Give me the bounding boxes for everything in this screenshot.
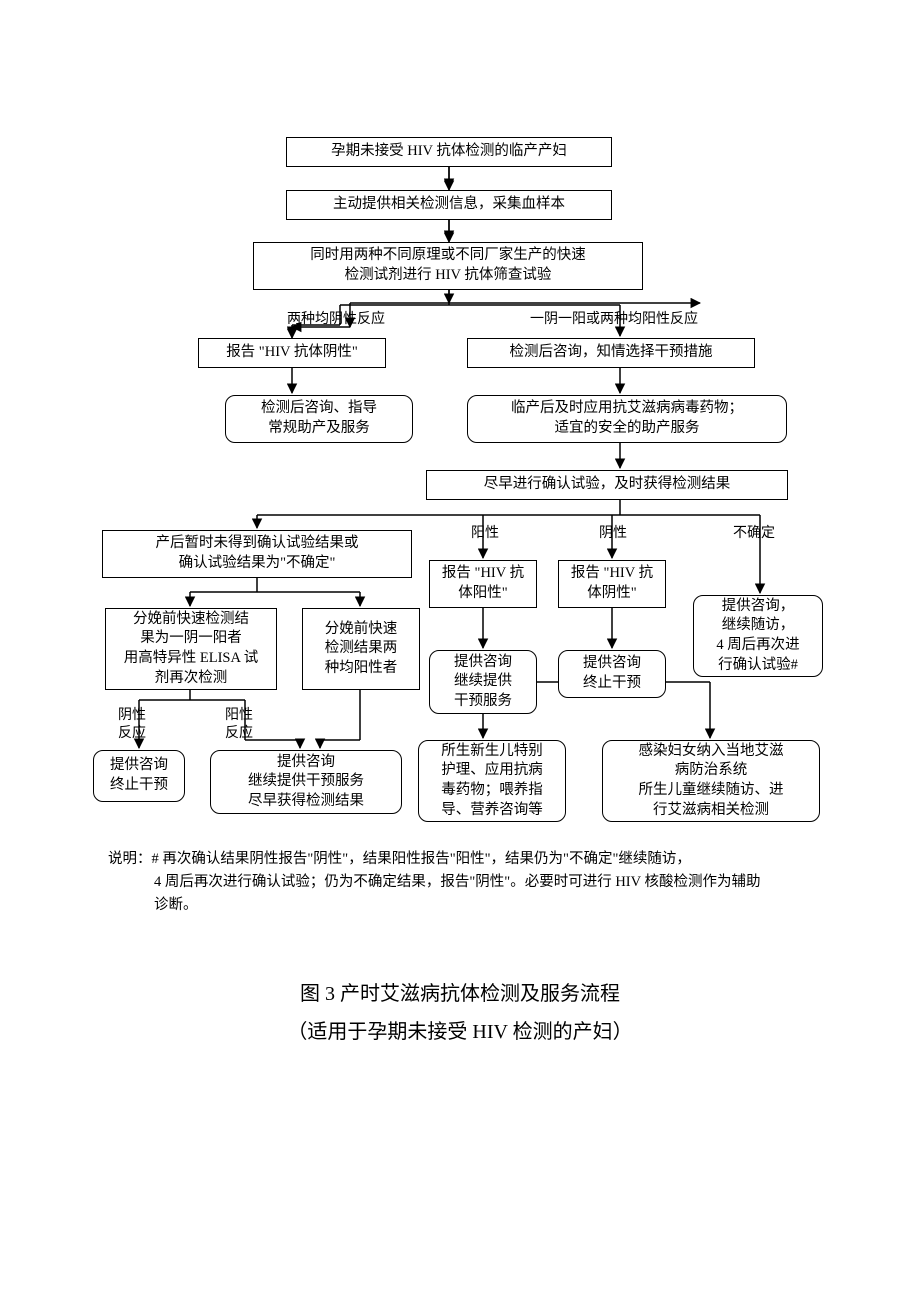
node-n8-text: 尽早进行确认试验，及时获得检测结果 xyxy=(484,475,731,495)
node-n13: 提供咨询继续提供干预服务尽早获得检测结果 xyxy=(210,750,402,814)
node-n1-text: 孕期未接受 HIV 抗体检测的临产产妇 xyxy=(331,142,567,162)
node-n12: 提供咨询终止干预 xyxy=(93,750,185,802)
node-n4-text: 报告 "HIV 抗体阴性" xyxy=(226,343,358,363)
node-n1: 孕期未接受 HIV 抗体检测的临产产妇 xyxy=(286,137,612,167)
footnote-line1: 说明：# 再次确认结果阴性报告"阴性"，结果阳性报告"阳性"，结果仍为"不确定"… xyxy=(108,848,828,871)
node-n5-text: 检测后咨询、指导常规助产及服务 xyxy=(261,399,377,438)
node-n16: 提供咨询，继续随访，4 周后再次进行确认试验# xyxy=(693,595,823,677)
footnote-line3: 诊断。 xyxy=(108,894,828,917)
caption-line2: （适用于孕期未接受 HIV 检测的产妇） xyxy=(0,1013,920,1051)
node-n10-text: 分娩前快速检测结果为一阴一阳者用高特异性 ELISA 试剂再次检测 xyxy=(124,610,259,688)
edge-label-e4: 阴性 xyxy=(599,525,627,543)
caption-line1: 图 3 产时艾滋病抗体检测及服务流程 xyxy=(0,975,920,1013)
figure-caption: 图 3 产时艾滋病抗体检测及服务流程 （适用于孕期未接受 HIV 检测的产妇） xyxy=(0,975,920,1051)
node-n4: 报告 "HIV 抗体阴性" xyxy=(198,338,386,368)
node-n17: 提供咨询继续提供干预服务 xyxy=(429,650,537,714)
node-n8: 尽早进行确认试验，及时获得检测结果 xyxy=(426,470,788,500)
node-n17-text: 提供咨询继续提供干预服务 xyxy=(454,653,512,712)
node-n2: 主动提供相关检测信息，采集血样本 xyxy=(286,190,612,220)
edge-label-e6: 阴性反应 xyxy=(118,707,146,743)
edge-label-e5: 不确定 xyxy=(733,525,775,543)
footnote: 说明：# 再次确认结果阴性报告"阴性"，结果阳性报告"阳性"，结果仍为"不确定"… xyxy=(108,848,828,918)
node-n19: 所生新生儿特别护理、应用抗病毒药物；喂养指导、营养咨询等 xyxy=(418,740,566,822)
edge-label-e1: 两种均阴性反应 xyxy=(287,311,385,329)
edge-label-e3: 阳性 xyxy=(471,525,499,543)
node-n16-text: 提供咨询，继续随访，4 周后再次进行确认试验# xyxy=(716,597,799,675)
footnote-line2: 4 周后再次进行确认试验；仍为不确定结果，报告"阴性"。必要时可进行 HIV 核… xyxy=(108,871,828,894)
node-n15: 报告 "HIV 抗体阴性" xyxy=(558,560,666,608)
node-n3-text: 同时用两种不同原理或不同厂家生产的快速检测试剂进行 HIV 抗体筛查试验 xyxy=(310,246,586,285)
edge-label-e2: 一阴一阳或两种均阳性反应 xyxy=(530,311,698,329)
node-n20: 感染妇女纳入当地艾滋病防治系统所生儿童继续随访、进行艾滋病相关检测 xyxy=(602,740,820,822)
node-n14-text: 报告 "HIV 抗体阳性" xyxy=(442,564,524,603)
node-n7: 临产后及时应用抗艾滋病病毒药物；适宜的安全的助产服务 xyxy=(467,395,787,443)
node-n9: 产后暂时未得到确认试验结果或确认试验结果为"不确定" xyxy=(102,530,412,578)
node-n11: 分娩前快速检测结果两种均阳性者 xyxy=(302,608,420,690)
node-n3: 同时用两种不同原理或不同厂家生产的快速检测试剂进行 HIV 抗体筛查试验 xyxy=(253,242,643,290)
node-n5: 检测后咨询、指导常规助产及服务 xyxy=(225,395,413,443)
node-n7-text: 临产后及时应用抗艾滋病病毒药物；适宜的安全的助产服务 xyxy=(511,399,743,438)
node-n20-text: 感染妇女纳入当地艾滋病防治系统所生儿童继续随访、进行艾滋病相关检测 xyxy=(639,742,784,820)
node-n19-text: 所生新生儿特别护理、应用抗病毒药物；喂养指导、营养咨询等 xyxy=(441,742,543,820)
node-n18: 提供咨询终止干预 xyxy=(558,650,666,698)
node-n10: 分娩前快速检测结果为一阴一阳者用高特异性 ELISA 试剂再次检测 xyxy=(105,608,277,690)
page: 孕期未接受 HIV 抗体检测的临产产妇 主动提供相关检测信息，采集血样本 同时用… xyxy=(0,0,920,1301)
node-n12-text: 提供咨询终止干预 xyxy=(110,756,168,795)
node-n18-text: 提供咨询终止干预 xyxy=(583,654,641,693)
node-n9-text: 产后暂时未得到确认试验结果或确认试验结果为"不确定" xyxy=(156,534,359,573)
node-n6-text: 检测后咨询，知情选择干预措施 xyxy=(510,343,713,363)
node-n14: 报告 "HIV 抗体阳性" xyxy=(429,560,537,608)
node-n2-text: 主动提供相关检测信息，采集血样本 xyxy=(333,195,565,215)
node-n13-text: 提供咨询继续提供干预服务尽早获得检测结果 xyxy=(248,753,364,812)
node-n6: 检测后咨询，知情选择干预措施 xyxy=(467,338,755,368)
edge-label-e7: 阳性反应 xyxy=(225,707,253,743)
node-n15-text: 报告 "HIV 抗体阴性" xyxy=(571,564,653,603)
node-n11-text: 分娩前快速检测结果两种均阳性者 xyxy=(325,620,398,679)
